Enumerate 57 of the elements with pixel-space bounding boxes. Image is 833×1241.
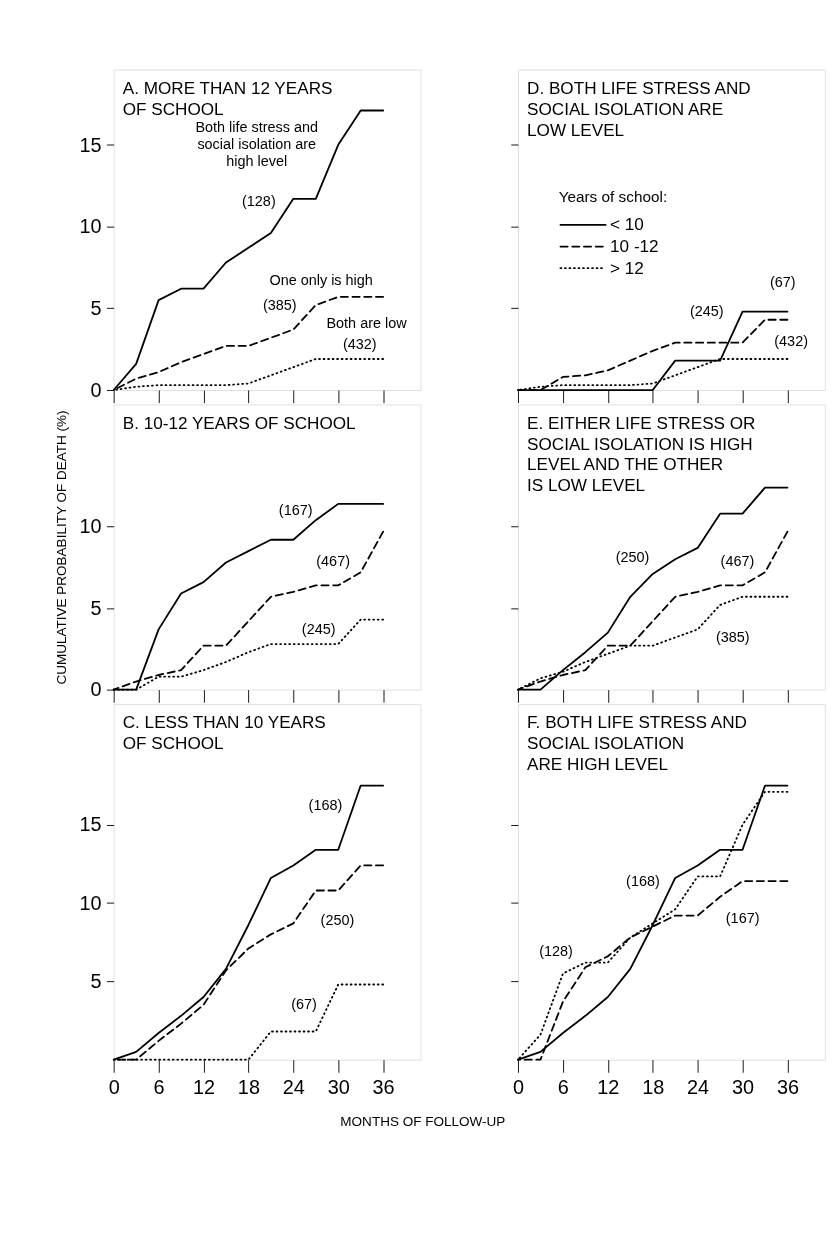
text: B. 10-12 YEARS OF SCHOOL (122, 412, 356, 433)
y-tick-label: 10 (79, 215, 102, 238)
annotation: (128) (242, 193, 276, 210)
legend-label: 10 -12 (610, 235, 659, 256)
annotation: (467) (316, 552, 350, 569)
text: E. EITHER LIFE STRESS OR SOCIAL ISOLATION IS HIGH LEVEL AND THE OTHER IS LOW LEVEL (527, 412, 756, 496)
text: C. LESS THAN 10 YEARS OF SCHOOL (122, 712, 326, 754)
annotation: (167) (278, 501, 313, 518)
legend-title: Years of school: (558, 188, 668, 206)
annotation: (432) (342, 335, 377, 352)
y-axis-title: CUMULATIVE PROBABILITY OF DEATH (%) (53, 410, 69, 685)
annotation: (432) (774, 332, 808, 349)
y-tick-label: 5 (90, 970, 102, 993)
x-tick-label: 30 (327, 1075, 350, 1098)
annotation: One only is high (269, 271, 373, 288)
annotation: (67) (770, 273, 796, 290)
y-tick-label: 0 (90, 378, 102, 401)
x-tick-label: 12 (192, 1075, 216, 1098)
text: F. BOTH LIFE STRESS AND SOCIAL ISOLATION ARE HIGH LEVEL (527, 712, 747, 774)
annotation: (168) (308, 797, 343, 814)
annotation: (250) (320, 911, 355, 928)
y-tick-label: 5 (90, 596, 102, 619)
annotation: (245) (301, 621, 336, 637)
x-tick-label: 18 (237, 1075, 260, 1098)
x-tick-label: 30 (731, 1075, 755, 1098)
annotation: (128) (539, 943, 573, 960)
x-tick-label: 12 (597, 1075, 620, 1098)
x-tick-label: 24 (282, 1075, 305, 1098)
x-tick-label: 6 (153, 1075, 165, 1098)
y-tick-label: 15 (79, 133, 102, 156)
x-tick-label: 0 (512, 1075, 525, 1098)
legend-label: > 12 (610, 257, 644, 278)
x-axis-title: MONTHS OF FOLLOW-UP (340, 1114, 506, 1130)
legend-label: < 10 (610, 214, 644, 235)
text: D. BOTH LIFE STRESS AND SOCIAL ISOLATION ARE LOW LEVEL (527, 78, 751, 140)
annotation: Both are low (326, 314, 408, 331)
y-tick-label: 0 (90, 678, 102, 701)
y-tick-label: 5 (90, 297, 102, 320)
annotation: (385) (715, 628, 750, 645)
annotation: (385) (262, 296, 297, 313)
x-tick-label: 6 (557, 1075, 569, 1098)
y-tick-label: 15 (79, 813, 102, 836)
annotation: (467) (720, 552, 755, 569)
annotation: (167) (725, 910, 760, 927)
x-tick-label: 36 (372, 1075, 395, 1098)
annotation: (250) (615, 549, 650, 566)
x-tick-label: 36 (776, 1075, 799, 1098)
annotation: (168) (626, 872, 660, 889)
x-tick-label: 18 (642, 1075, 665, 1098)
annotation: (67) (291, 996, 317, 1013)
x-tick-label: 0 (108, 1075, 120, 1098)
text: A. MORE THAN 12 YEARS OF SCHOOL (122, 78, 333, 119)
annotation: Both life stress and social isolation are high level (195, 118, 319, 170)
y-tick-label: 10 (79, 891, 102, 914)
x-tick-label: 24 (687, 1075, 710, 1098)
y-tick-label: 10 (79, 515, 102, 538)
annotation: (245) (689, 303, 724, 320)
